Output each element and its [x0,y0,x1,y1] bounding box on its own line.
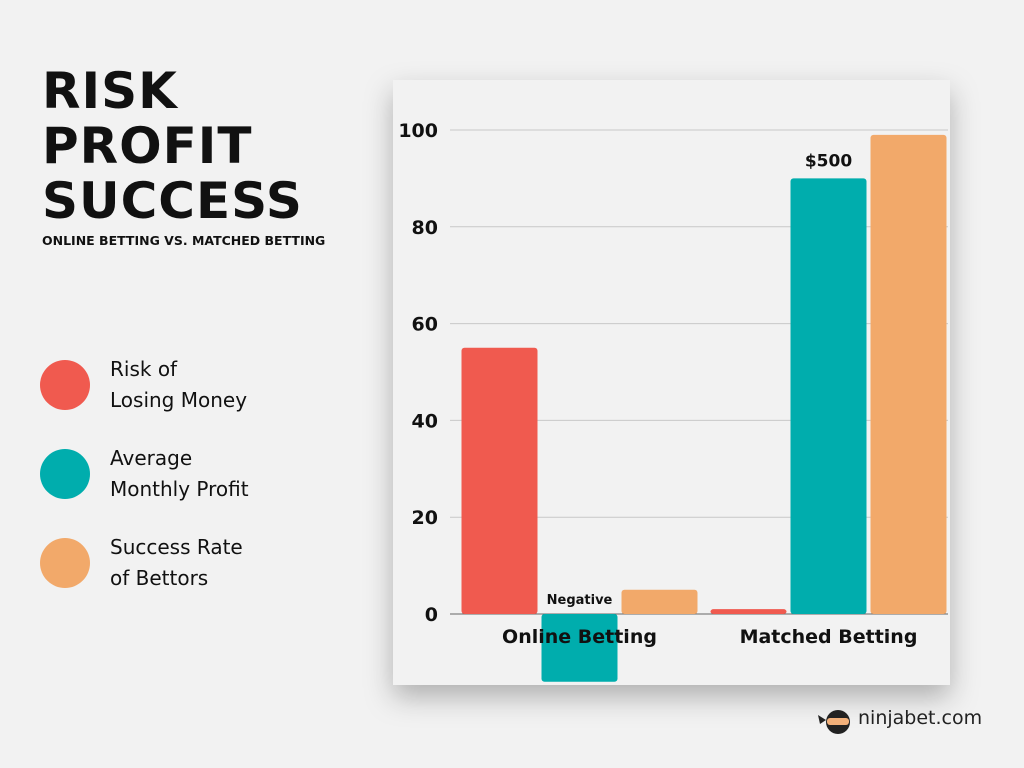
bar [621,589,698,614]
legend-item: Success Rate of Bettors [40,518,249,607]
y-tick-label: 40 [412,410,438,432]
legend-label: Success Rate of Bettors [110,534,243,590]
bar [870,134,947,614]
y-tick-label: 80 [412,217,438,239]
annotation: Negative [547,593,613,608]
subtitle: ONLINE BETTING VS. MATCHED BETTING [42,233,326,248]
legend-swatch [40,448,90,499]
bar [790,178,867,614]
bar [710,609,787,614]
y-tick-label: 100 [398,120,438,142]
legend-item: Average Monthly Profit [40,429,249,518]
bar [461,347,538,614]
bar [541,614,618,682]
y-tick-label: 20 [412,507,438,529]
legend: Risk of Losing Money Average Monthly Prof… [40,340,249,607]
legend-label: Average Monthly Profit [110,445,249,501]
legend-label: Risk of Losing Money [110,356,248,412]
y-tick-label: 60 [412,314,438,336]
plot: 0 20 40 60 80 100 Online Betting Matched Bettin… [398,120,948,682]
y-tick-label: 0 [425,604,438,626]
legend-item: Risk of Losing Money [40,340,249,429]
title: RISK PROFIT SUCCESS [42,62,303,230]
legend-swatch [40,359,90,410]
x-tick-label: Online Betting [502,626,657,648]
legend-swatch [40,537,90,588]
brand: ninjabet.com [858,707,983,729]
brand-logo [818,710,850,734]
annotation: $500 [805,151,852,171]
x-tick-label: Matched Betting [740,626,918,648]
